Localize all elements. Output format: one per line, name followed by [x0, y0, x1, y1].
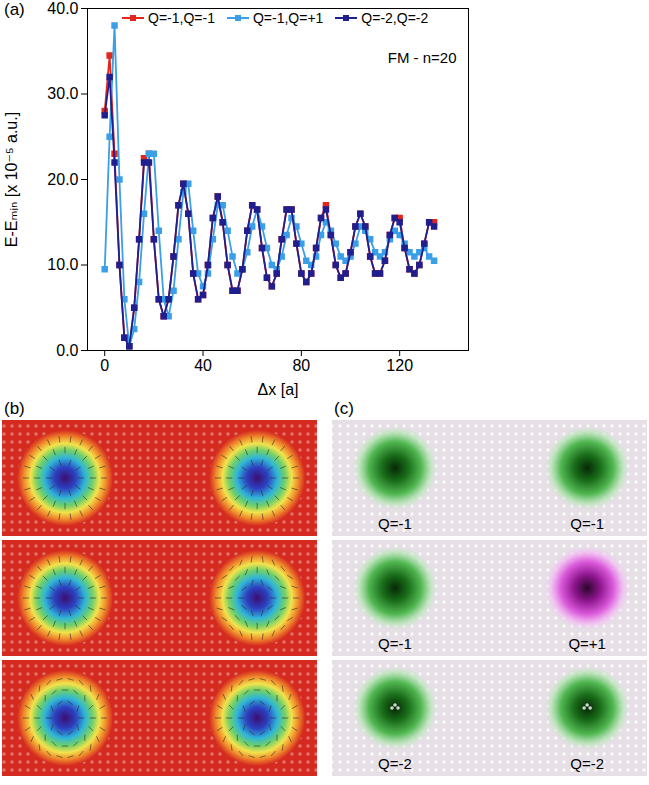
svg-text:(b): (b)	[4, 399, 25, 418]
svg-text:Q=-1: Q=-1	[378, 515, 412, 532]
svg-text:0.0: 0.0	[56, 342, 78, 359]
svg-text:40.0: 40.0	[47, 0, 78, 17]
svg-text:Q=-2: Q=-2	[378, 755, 412, 772]
svg-text:Δx [a]: Δx [a]	[258, 381, 299, 398]
svg-text:40: 40	[194, 357, 212, 374]
html-text:Q=-2,Q=-2: Q=-2,Q=-2	[361, 10, 429, 26]
svg-text:30.0: 30.0	[47, 85, 78, 102]
svg-text:(c): (c)	[334, 399, 354, 418]
svg-text:Q=-2: Q=-2	[570, 755, 604, 772]
svg-text:80: 80	[292, 357, 310, 374]
svg-text:10.0: 10.0	[47, 256, 78, 273]
svg-text:0: 0	[100, 357, 109, 374]
svg-text:Q=-1: Q=-1	[378, 635, 412, 652]
html-text:Q=-1,Q=-1: Q=-1,Q=-1	[148, 10, 215, 26]
svg-text:FM - n=20: FM - n=20	[388, 49, 457, 66]
svg-text:E-Eₘᵢₙ [x 10⁻⁵ a.u.]: E-Eₘᵢₙ [x 10⁻⁵ a.u.]	[3, 112, 20, 247]
svg-text:120: 120	[386, 357, 413, 374]
svg-text:20.0: 20.0	[47, 171, 78, 188]
svg-text:Q=-1: Q=-1	[570, 515, 604, 532]
html-text:Q=-1,Q=+1: Q=-1,Q=+1	[252, 10, 324, 26]
html-text:(a): (a)	[4, 0, 25, 19]
svg-text:Q=+1: Q=+1	[568, 635, 606, 652]
